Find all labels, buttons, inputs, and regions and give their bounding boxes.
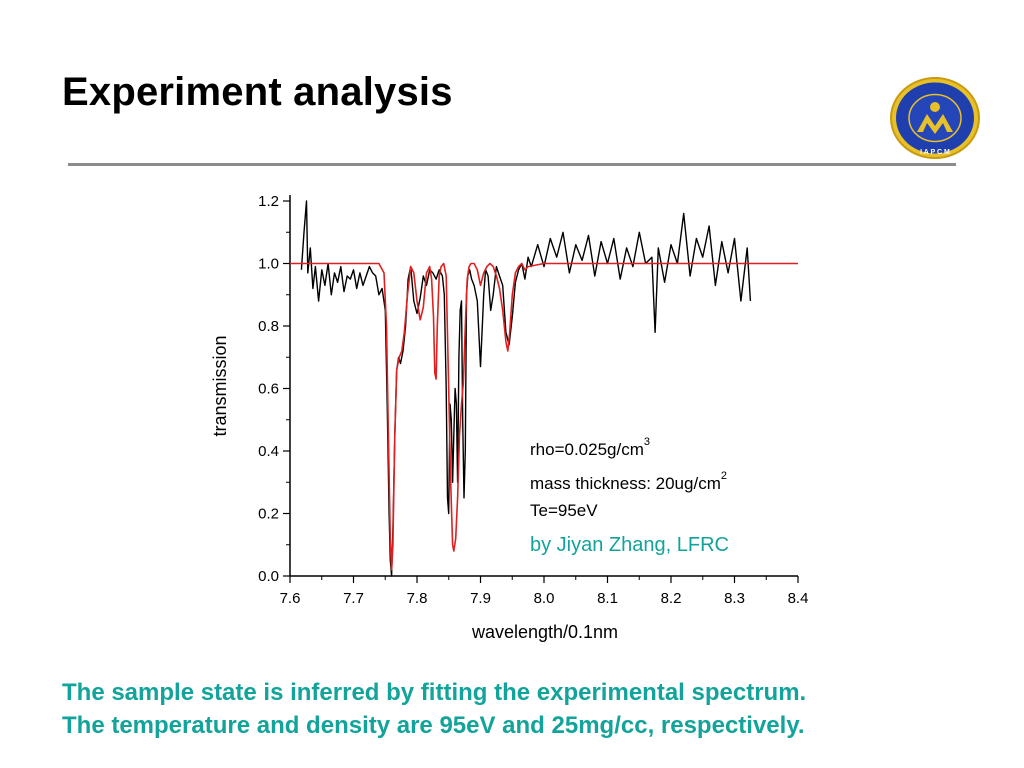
x-tick-label: 8.0 [534,590,555,607]
y-tick-label: 0.2 [258,506,279,523]
slide-caption: The sample state is inferred by fitting … [62,676,1002,742]
x-tick-label: 8.2 [661,590,682,607]
annotation-author: by Jiyan Zhang, LFRC [530,534,729,556]
annotation-rho-text: rho=0.025g/cm [530,440,644,459]
chart-axes: 7.6 7.7 7.8 7.9 8.0 8.1 8.2 8.3 8.4 0.0 0.2 0.4 0.6 0… [258,193,808,607]
y-tick-label: 0.8 [258,318,279,335]
x-tick-label: 8.4 [788,590,809,607]
annotation-mass-text: mass thickness: 20ug/cm [530,474,721,493]
y-axis-label: transmission [210,335,230,436]
x-tick-label: 8.1 [597,590,618,607]
y-tick-label: 1.2 [258,193,279,210]
y-tick-label: 0.4 [258,443,279,460]
title-divider [68,163,956,166]
iapcm-logo: I A P C M [890,77,980,159]
x-tick-label: 7.9 [470,590,491,607]
annotation-rho-sup: 3 [644,436,650,448]
x-tick-label: 8.3 [724,590,745,607]
series-line-experimental [300,200,752,577]
y-tick-label: 1.0 [258,256,279,273]
annotation-mass-sup: 2 [721,470,727,482]
slide-title: Experiment analysis [62,70,453,114]
chart-series [290,200,798,577]
logo-mountains [917,114,953,134]
y-tick-label: 0.6 [258,381,279,398]
x-tick-label: 7.6 [280,590,301,607]
x-tick-label: 7.8 [407,590,428,607]
caption-line-2: The temperature and density are 95eV and… [62,712,805,739]
series-line-fit [290,262,798,571]
chart-labels: transmission wavelength/0.1nm rho=0.025g… [210,335,729,642]
y-tick-label: 0.0 [258,568,279,585]
annotation-te: Te=95eV [530,501,598,520]
logo-sun [930,102,940,112]
x-tick-label: 7.7 [343,590,364,607]
caption-line-1: The sample state is inferred by fitting … [62,679,807,706]
logo-text: I A P C M [920,149,950,156]
annotation-rho: rho=0.025g/cm3 [530,436,650,459]
x-axis-label: wavelength/0.1nm [471,622,618,642]
annotation-mass-thickness: mass thickness: 20ug/cm2 [530,470,727,493]
